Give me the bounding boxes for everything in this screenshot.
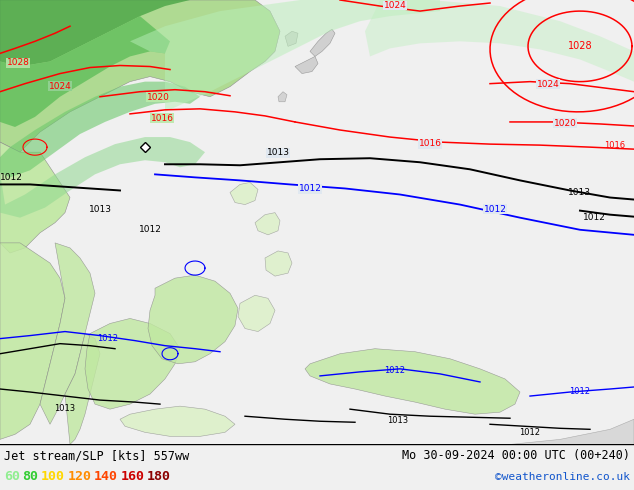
Text: 1028: 1028 [567,41,592,51]
Text: 160: 160 [120,470,145,483]
Polygon shape [65,334,100,444]
Text: 1012: 1012 [98,334,119,343]
Polygon shape [0,82,200,177]
Polygon shape [305,349,520,414]
Text: 1020: 1020 [553,119,576,128]
Polygon shape [0,243,65,440]
Text: Jet stream/SLP [kts] 557ww: Jet stream/SLP [kts] 557ww [4,449,190,462]
Polygon shape [510,419,634,444]
Text: 1012: 1012 [0,173,23,182]
Text: 1012: 1012 [299,184,321,194]
Polygon shape [265,251,292,276]
Text: 1012: 1012 [484,205,507,214]
Text: 1016: 1016 [604,141,625,149]
Text: 1013: 1013 [55,404,75,413]
Text: 120: 120 [67,470,91,483]
Polygon shape [285,31,298,47]
Polygon shape [0,16,170,127]
Text: 1024: 1024 [49,82,72,91]
Text: ©weatheronline.co.uk: ©weatheronline.co.uk [495,472,630,482]
Polygon shape [0,142,70,253]
Polygon shape [310,29,335,56]
Polygon shape [278,92,287,102]
Text: 1024: 1024 [384,1,406,10]
Text: 1016: 1016 [418,139,441,148]
Text: 1016: 1016 [150,114,174,123]
Polygon shape [255,213,280,235]
Text: 80: 80 [22,470,39,483]
Text: 1012: 1012 [139,225,162,234]
Text: 1013: 1013 [89,205,112,214]
Polygon shape [0,137,205,218]
Polygon shape [295,56,318,74]
Polygon shape [130,0,440,112]
Text: 180: 180 [147,470,171,483]
Text: 1013: 1013 [387,416,408,425]
Polygon shape [230,182,258,205]
Text: 1013: 1013 [266,148,290,157]
Text: 140: 140 [94,470,118,483]
Text: 1024: 1024 [536,79,559,89]
Text: Mo 30-09-2024 00:00 UTC (00+240): Mo 30-09-2024 00:00 UTC (00+240) [402,449,630,462]
Polygon shape [0,0,280,152]
Polygon shape [120,406,235,437]
Text: 1028: 1028 [6,58,29,68]
Text: 60: 60 [4,470,20,483]
Text: 100: 100 [41,470,65,483]
Polygon shape [238,295,275,332]
Text: 1020: 1020 [146,93,169,102]
Polygon shape [85,318,180,409]
Text: 1012: 1012 [569,387,590,396]
Text: 1012: 1012 [583,213,605,221]
Polygon shape [40,243,95,424]
Text: 1012: 1012 [384,366,406,375]
Polygon shape [148,275,238,364]
Text: 1012: 1012 [519,428,541,437]
Polygon shape [365,0,634,82]
Text: 1013: 1013 [568,188,591,197]
Polygon shape [0,0,190,67]
